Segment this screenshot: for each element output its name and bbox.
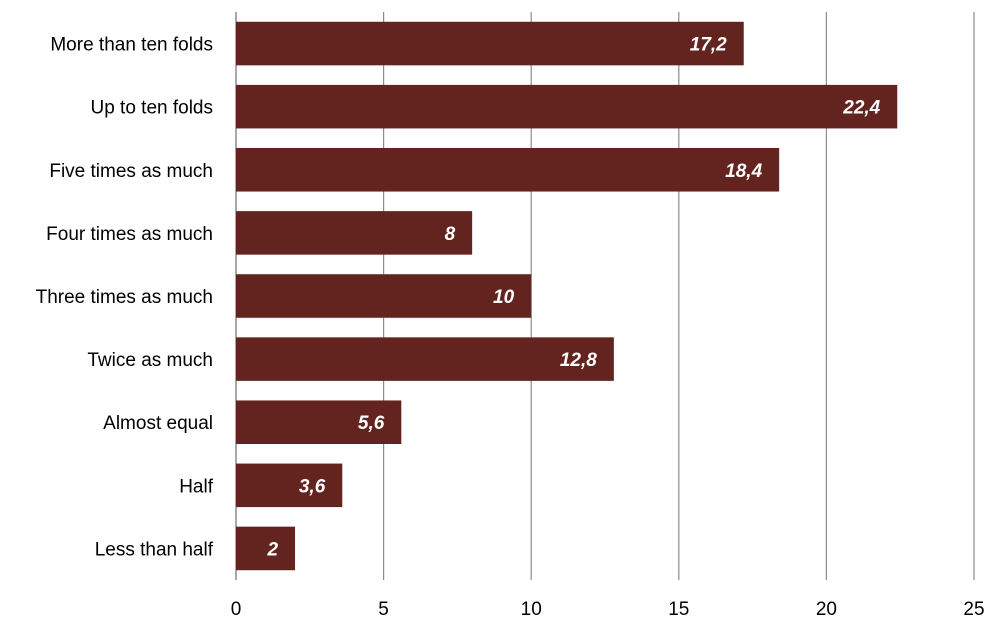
data-label: 8	[445, 224, 456, 245]
category-label: Three times as much	[36, 287, 213, 308]
x-tick-labels: 0 5 10 15 20 25	[231, 599, 984, 620]
x-tick-label-20: 20	[816, 599, 837, 620]
category-label: Five times as much	[49, 161, 213, 182]
data-label: 18,4	[725, 161, 762, 182]
category-labels: More than ten folds Up to ten folds Five t…	[36, 35, 214, 561]
category-label: Four times as much	[46, 224, 213, 245]
bar-up-to-ten-folds	[236, 84, 898, 129]
bar-more-than-ten-folds	[236, 21, 744, 66]
data-label: 2	[266, 539, 278, 560]
x-tick-label-25: 25	[963, 599, 984, 620]
data-label: 12,8	[560, 350, 597, 371]
bar-three-times-as-much	[236, 274, 532, 318]
data-label: 10	[493, 287, 515, 308]
data-label: 17,2	[690, 35, 727, 56]
data-label: 3,6	[299, 476, 326, 497]
x-tick-label-10: 10	[521, 599, 542, 620]
data-label: 22,4	[842, 98, 880, 119]
x-tick-label-5: 5	[378, 599, 389, 620]
category-label: Half	[179, 476, 214, 497]
bars: 17,2 22,4 18,4 8 10 12,8 5,6 3,6 2	[236, 21, 898, 571]
bar-less-than-half	[236, 526, 296, 571]
category-label: Less than half	[95, 539, 214, 560]
bar-four-times-as-much	[236, 211, 473, 255]
x-tick-label-15: 15	[668, 599, 689, 620]
category-label: Almost equal	[103, 413, 213, 434]
data-label: 5,6	[358, 413, 385, 434]
bar-almost-equal	[236, 400, 402, 444]
category-label: Up to ten folds	[90, 98, 213, 119]
bar-five-times-as-much	[236, 148, 780, 192]
bar-twice-as-much	[236, 337, 614, 381]
category-label: Twice as much	[87, 350, 213, 371]
x-tick-label-0: 0	[231, 599, 242, 620]
category-label: More than ten folds	[50, 35, 213, 56]
bar-half	[236, 463, 343, 508]
